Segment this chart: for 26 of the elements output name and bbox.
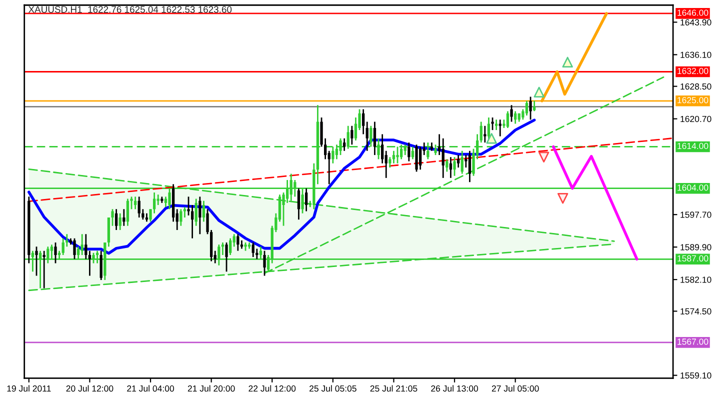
x-tick-label: 21 Jul 04:00	[127, 385, 174, 392]
x-tick-label: 25 Jul 21:05	[370, 385, 418, 392]
x-tick-label: 26 Jul 13:00	[431, 385, 478, 392]
y-tick-label: 1636.10	[680, 52, 712, 58]
ref-line-label: 1625.00	[678, 97, 708, 104]
y-tick-label: 1582.10	[680, 276, 712, 283]
chart-title: XAUUSD.H1 1622.76 1625.04 1622.53 1623.60	[28, 6, 232, 13]
ref-line-label: 1632.00	[678, 68, 708, 74]
y-tick-label: 1559.10	[680, 372, 712, 379]
ref-line-label: 1614.00	[678, 142, 708, 150]
y-tick-label: 1628.50	[680, 83, 712, 90]
y-tick-label: 1574.50	[680, 308, 712, 314]
ref-line-label: 1646.00	[678, 10, 708, 16]
ref-line-label: 1604.00	[678, 184, 708, 191]
x-tick-label: 21 Jul 20:00	[188, 385, 235, 392]
ref-line-label: 1567.00	[678, 338, 708, 345]
y-tick-label: 1597.70	[680, 212, 712, 218]
x-tick-label: 20 Jul 12:00	[66, 385, 114, 392]
x-tick-label: 19 Jul 2011	[7, 385, 51, 392]
y-tick-label: 1620.70	[680, 116, 712, 122]
ref-line-label: 1587.00	[678, 255, 708, 262]
y-tick-label: 1643.90	[680, 19, 712, 26]
x-tick-label: 27 Jul 05:00	[492, 385, 539, 392]
y-tick-label: 1589.90	[680, 244, 712, 250]
x-tick-label: 22 Jul 12:00	[248, 385, 296, 392]
x-tick-label: 25 Jul 05:05	[310, 385, 356, 392]
